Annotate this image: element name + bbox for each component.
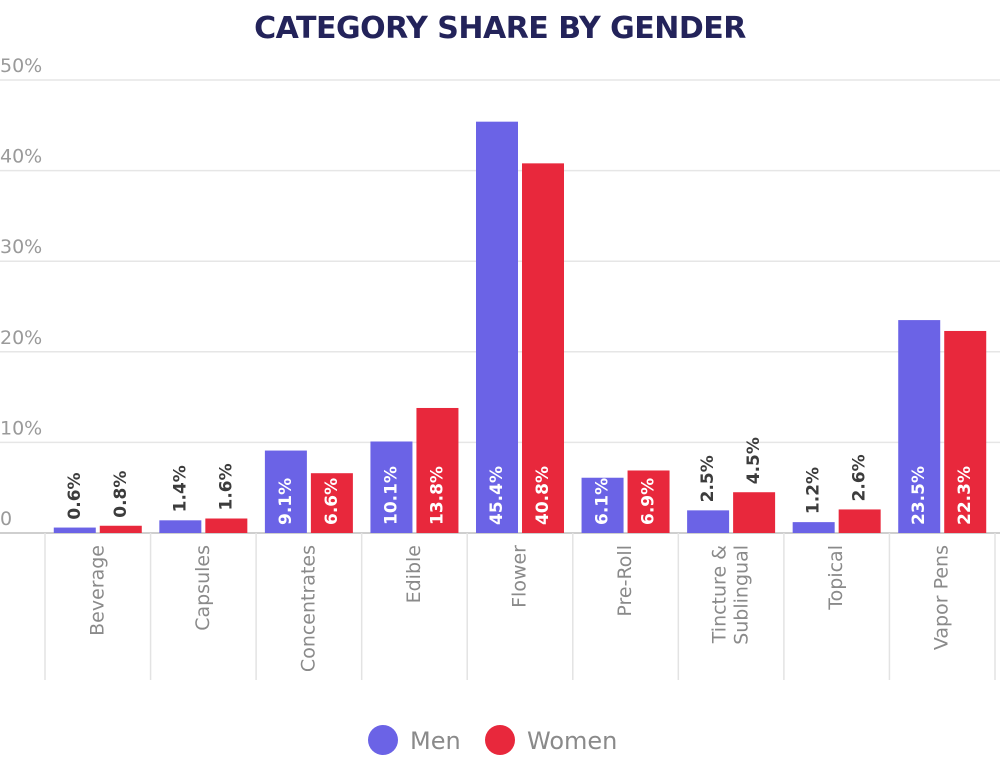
category-label: Topical bbox=[825, 545, 847, 611]
data-label: 45.4% bbox=[487, 466, 507, 525]
category-label: Edible bbox=[403, 545, 425, 603]
x-axis-categories: Beverage Capsules Concentrates Edible Flower… bbox=[86, 545, 952, 672]
bar-men bbox=[898, 320, 941, 533]
data-label: 1.4% bbox=[170, 465, 190, 512]
y-tick-label: 0 bbox=[0, 508, 12, 530]
bar-women bbox=[944, 330, 987, 533]
category-label: Flower bbox=[509, 545, 531, 608]
bar-men bbox=[581, 477, 624, 533]
data-label: 40.8% bbox=[533, 466, 553, 525]
category-label: Sublingual bbox=[731, 545, 753, 645]
bar-men bbox=[476, 121, 518, 534]
bar-men bbox=[53, 527, 96, 533]
bar-men bbox=[159, 520, 202, 533]
bar-women bbox=[99, 525, 142, 533]
category-label: Beverage bbox=[86, 545, 108, 636]
bar-men bbox=[370, 441, 413, 533]
data-label: 10.1% bbox=[381, 466, 401, 525]
data-label: 9.1% bbox=[276, 478, 296, 525]
data-label: 4.5% bbox=[744, 437, 764, 484]
bar-women bbox=[733, 492, 776, 533]
bar-women bbox=[205, 518, 248, 533]
y-tick-label: 10% bbox=[0, 417, 42, 439]
data-label: 1.2% bbox=[804, 467, 824, 514]
data-labels: 0.6% 0.8% 1.4% 1.6% 9.1% 6.6% 10.1% 13.8% 45.4% 4… bbox=[65, 437, 975, 525]
bars bbox=[53, 121, 987, 534]
data-label: 1.6% bbox=[216, 463, 236, 510]
legend-label-men: Men bbox=[410, 727, 461, 755]
data-label: 6.1% bbox=[593, 478, 613, 525]
y-tick-label: 50% bbox=[0, 55, 42, 77]
data-label: 0.6% bbox=[65, 472, 85, 519]
y-tick-label: 40% bbox=[0, 146, 42, 168]
category-label: Vapor Pens bbox=[931, 545, 953, 650]
y-tick-label: 20% bbox=[0, 327, 42, 349]
category-label: Capsules bbox=[192, 545, 214, 631]
data-label: 6.9% bbox=[639, 478, 659, 525]
bar-women bbox=[838, 509, 881, 533]
bar-women bbox=[522, 163, 564, 534]
legend-swatch-men bbox=[368, 725, 398, 755]
category-label: Concentrates bbox=[297, 545, 319, 672]
data-label: 22.3% bbox=[955, 466, 975, 525]
bar-women bbox=[416, 407, 459, 533]
data-label: 2.5% bbox=[698, 455, 718, 502]
y-tick-label: 30% bbox=[0, 236, 42, 258]
legend-swatch-women bbox=[485, 725, 515, 755]
bar-men bbox=[792, 522, 835, 533]
category-label: Tincture & bbox=[709, 545, 731, 644]
y-axis-ticks: 0 10% 20% 30% 40% 50% bbox=[0, 55, 42, 530]
data-label: 6.6% bbox=[322, 478, 342, 525]
bar-men bbox=[264, 450, 307, 533]
bar-men bbox=[687, 510, 730, 533]
chart-title: CATEGORY SHARE BY GENDER bbox=[254, 11, 746, 46]
legend-label-women: Women bbox=[527, 727, 617, 755]
data-label: 23.5% bbox=[909, 466, 929, 525]
data-label: 13.8% bbox=[427, 466, 447, 525]
category-label: Pre-Roll bbox=[614, 545, 636, 617]
bar-women bbox=[310, 473, 353, 533]
data-label: 2.6% bbox=[850, 454, 870, 501]
data-label: 0.8% bbox=[111, 471, 131, 518]
legend: Men Women bbox=[368, 725, 617, 755]
bar-women bbox=[627, 470, 670, 533]
category-separators bbox=[44, 533, 996, 680]
